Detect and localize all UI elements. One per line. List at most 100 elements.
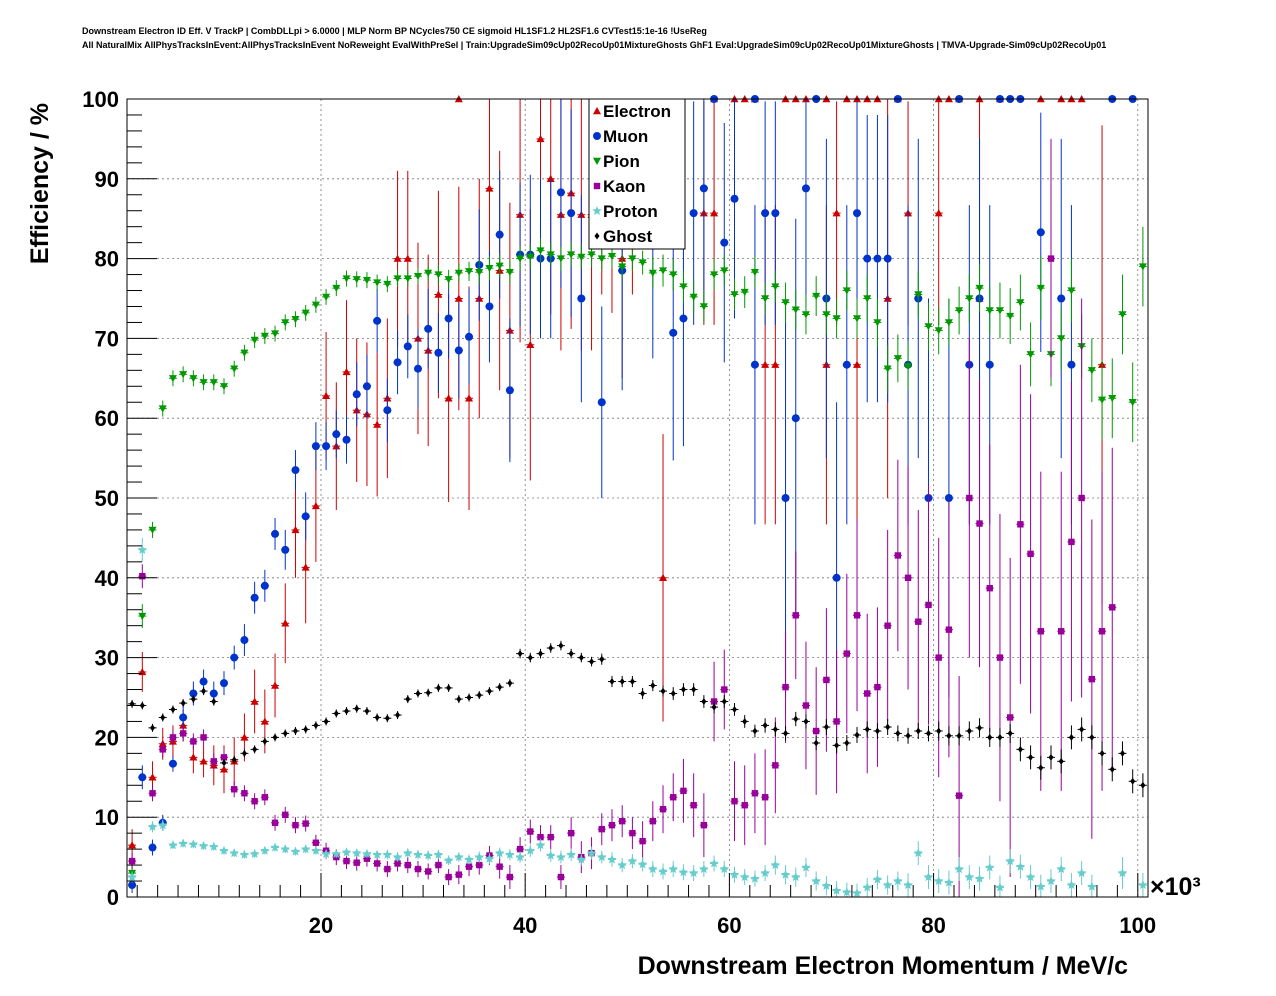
data-point-proton	[688, 868, 699, 878]
data-point-muon	[128, 881, 137, 890]
data-point-electron	[434, 290, 443, 298]
data-point-kaon	[241, 790, 248, 797]
data-point-pion	[812, 292, 821, 301]
data-point-proton	[903, 880, 913, 890]
data-point-ghost	[793, 715, 799, 723]
y-tick-label: 40	[95, 566, 119, 591]
data-point-kaon	[394, 860, 401, 867]
data-point-ghost	[844, 739, 850, 747]
data-point-kaon	[1098, 628, 1106, 635]
data-point-proton	[760, 868, 770, 878]
chart-title-line-2: All NaturalMix AllPhysTracksInEvent:AllP…	[82, 40, 1107, 50]
data-point-proton	[964, 872, 975, 882]
data-point-muon	[485, 302, 494, 311]
data-point-kaon	[772, 762, 779, 769]
data-point-electron	[373, 420, 382, 428]
data-point-kaon	[496, 863, 503, 870]
data-point-ghost	[599, 655, 605, 663]
data-point-proton	[219, 845, 229, 855]
data-point-pion	[648, 269, 657, 277]
data-point-ghost	[680, 686, 686, 694]
data-point-proton	[505, 849, 515, 859]
data-point-kaon	[659, 806, 667, 813]
data-point-proton	[260, 845, 270, 855]
data-point-proton	[770, 860, 781, 870]
data-point-ghost	[742, 717, 748, 725]
data-point-kaon	[751, 790, 759, 797]
x-tick-label: 100	[1119, 913, 1156, 938]
data-point-proton	[617, 860, 627, 870]
data-point-pion	[454, 269, 463, 277]
data-point-kaon	[128, 857, 136, 865]
data-point-ghost	[323, 717, 329, 725]
data-point-ghost	[731, 705, 737, 713]
data-point-muon	[434, 348, 443, 357]
data-point-pion	[975, 284, 984, 293]
data-point-pion	[618, 263, 627, 271]
data-point-proton	[842, 887, 852, 897]
data-point-pion	[424, 269, 433, 277]
data-point-pion	[495, 262, 504, 270]
data-point-kaon	[1047, 255, 1055, 262]
data-point-kaon	[925, 601, 932, 609]
data-point-ghost	[538, 650, 544, 658]
data-point-ghost	[262, 737, 268, 745]
data-point-kaon	[251, 798, 258, 805]
data-point-ghost	[231, 756, 237, 764]
data-point-ghost	[936, 727, 942, 735]
data-point-ghost	[395, 711, 401, 719]
data-point-ghost	[1109, 765, 1115, 773]
data-point-ghost	[803, 717, 809, 725]
data-point-proton	[321, 848, 331, 858]
data-point-proton	[494, 848, 505, 858]
data-point-pion	[607, 253, 616, 261]
data-point-ghost	[1007, 729, 1013, 737]
data-point-kaon	[853, 612, 861, 619]
data-point-ghost	[997, 733, 1003, 741]
data-point-proton	[239, 849, 250, 859]
data-point-pion	[189, 375, 198, 383]
axis-ticks: 0 10 20 30 40 50 60 70 80 90 100 20 40 60 80 100	[82, 87, 1156, 938]
data-point-electron	[189, 753, 198, 761]
data-point-proton	[923, 872, 934, 882]
data-point-ghost	[834, 741, 840, 749]
data-point-pion	[720, 267, 729, 275]
data-point-kaon	[904, 574, 912, 581]
data-point-electron	[403, 254, 412, 262]
data-point-pion	[873, 319, 882, 327]
data-point-muon	[791, 414, 800, 423]
data-point-ghost	[456, 695, 462, 703]
data-point-kaon	[1088, 675, 1096, 683]
data-point-pion	[924, 323, 933, 331]
data-point-pion	[689, 293, 698, 301]
data-point-proton	[209, 841, 219, 851]
data-point-proton	[351, 848, 362, 858]
data-point-ghost	[252, 745, 258, 753]
data-point-electron	[199, 757, 208, 765]
data-point-pion	[475, 268, 484, 277]
data-point-proton	[178, 838, 188, 848]
legend-marker-pion	[593, 157, 601, 165]
data-point-muon	[311, 442, 320, 451]
data-point-proton	[515, 852, 525, 862]
data-point-ghost	[405, 695, 411, 703]
data-point-kaon	[608, 821, 616, 829]
data-point-ghost	[823, 723, 829, 731]
data-point-kaon	[210, 758, 217, 765]
data-point-ghost	[180, 699, 186, 707]
data-point-proton	[556, 852, 566, 862]
data-point-kaon	[741, 802, 748, 809]
legend-marker-electron	[593, 107, 601, 115]
data-point-pion	[1138, 263, 1147, 271]
data-point-pion	[730, 291, 739, 299]
data-point-kaon	[282, 811, 289, 819]
data-point-pion	[291, 316, 300, 324]
y-tick-label: 70	[95, 326, 119, 351]
data-point-kaon	[833, 718, 840, 725]
y-axis-title: Efficiency / %	[26, 103, 54, 264]
data-point-kaon	[527, 828, 534, 835]
data-point-kaon	[864, 690, 871, 697]
data-point-ghost	[987, 733, 993, 741]
data-point-kaon	[986, 584, 993, 592]
